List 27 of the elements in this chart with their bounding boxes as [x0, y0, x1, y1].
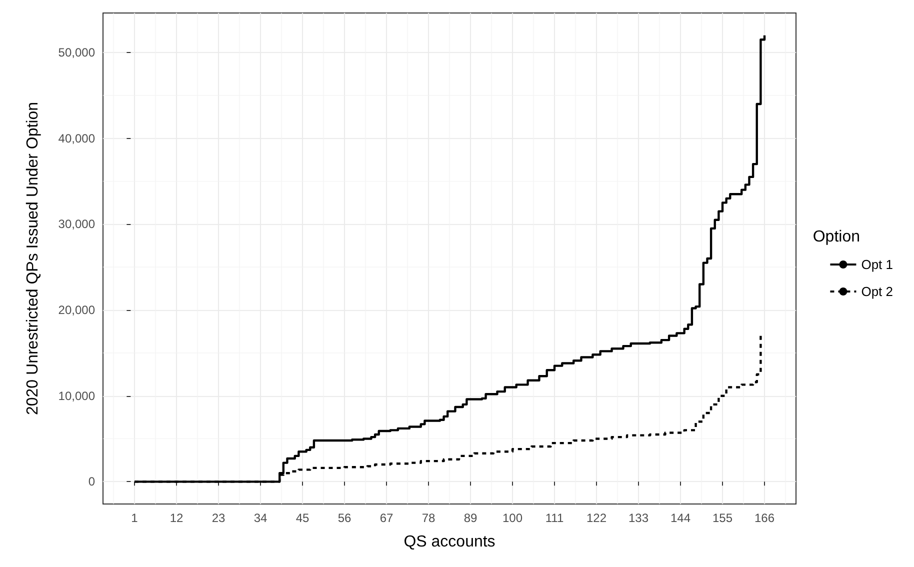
x-tick-label: 144: [670, 511, 691, 525]
x-tick-label: 155: [712, 511, 733, 525]
y-tick-label: 0: [88, 474, 96, 489]
x-tick-label: 45: [296, 511, 310, 525]
legend-title: Option: [812, 228, 860, 246]
x-tick-label: 111: [545, 511, 564, 525]
x-tick-label: 166: [754, 511, 775, 525]
y-tick-label: 10,000: [58, 388, 96, 403]
y-tick-label: 40,000: [58, 131, 96, 146]
x-axis-title: QS accounts: [404, 534, 496, 550]
x-tick-label: 67: [380, 511, 394, 525]
legend-label: Opt 2: [861, 284, 893, 299]
x-tick-label: 56: [338, 511, 352, 525]
y-tick-label: 50,000: [58, 45, 96, 60]
x-tick-label: 78: [422, 511, 436, 525]
x-tick-label: 100: [502, 511, 523, 525]
x-tick-label: 133: [628, 511, 649, 525]
y-tick-label: 20,000: [58, 303, 96, 318]
y-axis-title: 2020 Unrestricted QPs Issued Under Option: [24, 102, 42, 416]
x-tick-label: 12: [170, 511, 184, 525]
x-tick-label: 34: [254, 511, 268, 525]
x-tick-label: 1: [131, 511, 138, 525]
x-tick-label: 89: [464, 511, 478, 525]
x-tick-label: 23: [212, 511, 226, 525]
legend-label: Opt 1: [861, 257, 893, 272]
x-tick-label: 122: [586, 511, 607, 525]
y-tick-label: 30,000: [58, 217, 96, 232]
